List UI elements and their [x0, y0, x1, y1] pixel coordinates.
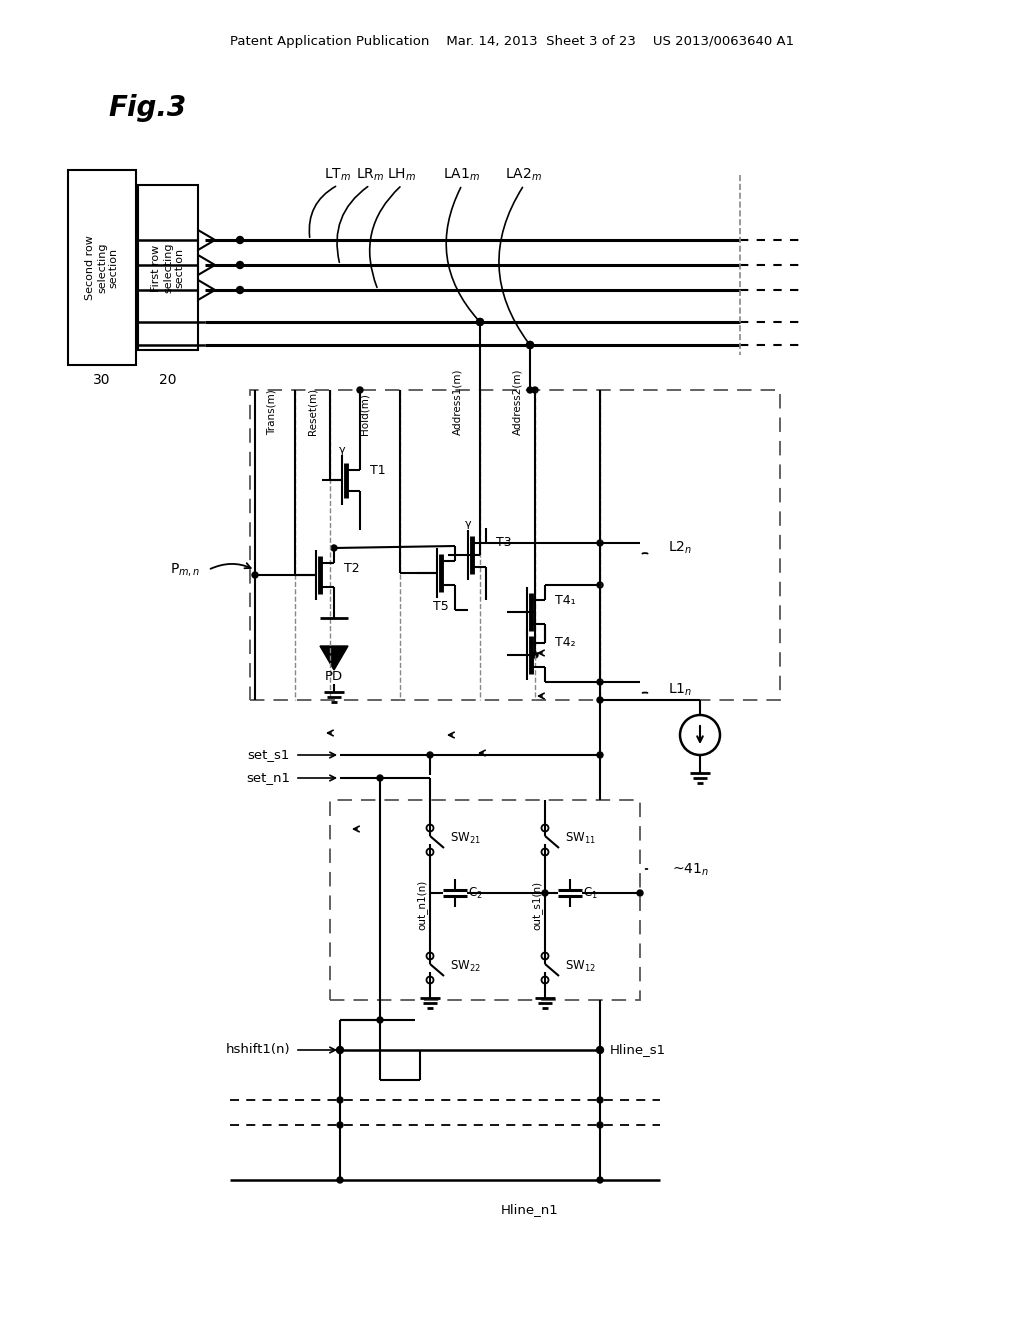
Text: L1$_n$: L1$_n$: [668, 682, 692, 698]
Circle shape: [542, 890, 548, 896]
Circle shape: [597, 1122, 603, 1129]
Bar: [330, 800, 640, 1001]
Text: T5: T5: [433, 601, 449, 614]
Text: LA1$_m$: LA1$_m$: [443, 166, 480, 183]
Bar: [68, 170, 136, 366]
Circle shape: [237, 261, 244, 268]
Circle shape: [337, 1177, 343, 1183]
Bar: [138, 185, 198, 350]
Circle shape: [532, 652, 538, 657]
Text: 30: 30: [93, 374, 111, 387]
Circle shape: [526, 342, 534, 348]
Text: set_n1: set_n1: [246, 771, 290, 784]
Circle shape: [597, 582, 603, 587]
Text: SW$_{12}$: SW$_{12}$: [565, 958, 596, 974]
Circle shape: [597, 540, 603, 546]
Text: out_s1(n): out_s1(n): [531, 880, 543, 929]
Circle shape: [237, 286, 244, 293]
Text: Fig.3: Fig.3: [108, 94, 186, 121]
Text: Hold(m): Hold(m): [360, 393, 370, 436]
Text: Trans(m): Trans(m): [267, 389, 278, 436]
Text: SW$_{22}$: SW$_{22}$: [450, 958, 481, 974]
Circle shape: [357, 387, 362, 393]
Circle shape: [597, 1047, 603, 1053]
Text: Hline_n1: Hline_n1: [501, 1204, 559, 1217]
Circle shape: [427, 752, 433, 758]
Text: LR$_m$: LR$_m$: [355, 166, 384, 183]
Text: Hline_s1: Hline_s1: [610, 1044, 667, 1056]
Circle shape: [527, 387, 534, 393]
Circle shape: [637, 890, 643, 896]
Circle shape: [377, 1016, 383, 1023]
Text: T4₂: T4₂: [555, 636, 575, 649]
Bar: [250, 389, 780, 700]
Circle shape: [597, 697, 603, 704]
Circle shape: [252, 572, 258, 578]
Text: set_s1: set_s1: [248, 748, 290, 762]
Text: Address2(m): Address2(m): [512, 368, 522, 436]
Circle shape: [597, 752, 603, 758]
Text: Reset(m): Reset(m): [307, 388, 317, 436]
Text: SW$_{21}$: SW$_{21}$: [450, 830, 481, 846]
Circle shape: [377, 775, 383, 781]
Circle shape: [597, 1097, 603, 1104]
Text: T1: T1: [370, 463, 386, 477]
Circle shape: [337, 1097, 343, 1104]
Text: 20: 20: [160, 374, 177, 387]
Circle shape: [331, 545, 337, 550]
Text: hshift1(n): hshift1(n): [225, 1044, 290, 1056]
Circle shape: [597, 678, 603, 685]
Text: LT$_m$: LT$_m$: [325, 166, 351, 183]
Text: C$_2$: C$_2$: [468, 886, 482, 900]
Text: ~41$_n$: ~41$_n$: [672, 862, 709, 878]
Circle shape: [337, 1122, 343, 1129]
Polygon shape: [319, 645, 348, 671]
Circle shape: [532, 387, 538, 393]
Text: LA2$_m$: LA2$_m$: [506, 166, 543, 183]
Text: Address1(m): Address1(m): [452, 368, 462, 436]
Text: SW$_{11}$: SW$_{11}$: [565, 830, 596, 846]
Text: out_n1(n): out_n1(n): [417, 880, 427, 931]
Text: T4₁: T4₁: [555, 594, 575, 606]
Text: γ: γ: [339, 445, 345, 455]
Text: LH$_m$: LH$_m$: [387, 166, 417, 183]
Circle shape: [337, 1047, 343, 1053]
Circle shape: [526, 342, 534, 348]
Text: P$_{m,n}$: P$_{m,n}$: [170, 561, 200, 578]
Text: First row
selecting
section: First row selecting section: [152, 243, 184, 293]
Circle shape: [237, 236, 244, 243]
Text: T3: T3: [496, 536, 512, 549]
Text: L2$_n$: L2$_n$: [668, 540, 692, 556]
Text: PD: PD: [325, 671, 343, 682]
Circle shape: [476, 318, 483, 326]
Text: T2: T2: [344, 561, 359, 574]
Text: Second row
selecting
section: Second row selecting section: [85, 235, 119, 301]
Circle shape: [476, 318, 483, 326]
Text: Patent Application Publication    Mar. 14, 2013  Sheet 3 of 23    US 2013/006364: Patent Application Publication Mar. 14, …: [230, 36, 794, 49]
Text: C$_1$: C$_1$: [583, 886, 598, 900]
Text: γ: γ: [465, 519, 471, 529]
Circle shape: [597, 1177, 603, 1183]
